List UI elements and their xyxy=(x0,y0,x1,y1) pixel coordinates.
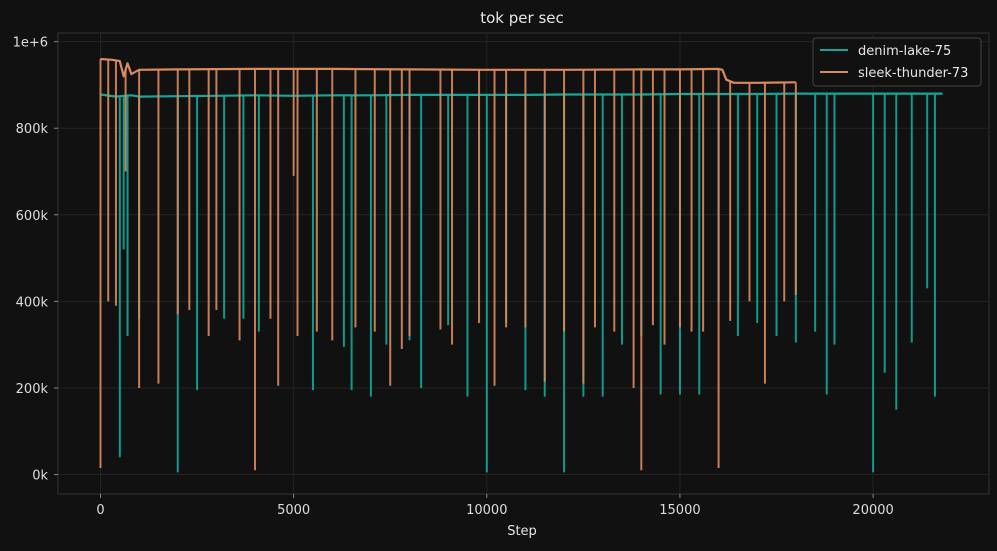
legend-box xyxy=(812,37,982,87)
x-tick-label: 15000 xyxy=(659,503,700,518)
y-tick-label: 200k xyxy=(16,382,49,397)
y-tick-label: 600k xyxy=(16,209,49,224)
plot-frame xyxy=(57,32,990,495)
x-tick-label: 10000 xyxy=(466,503,507,518)
x-tick-label: 5000 xyxy=(277,503,310,518)
y-tick-label: 0k xyxy=(32,469,48,484)
series-layer xyxy=(99,57,943,473)
x-axis-label: Step xyxy=(507,524,537,539)
x-tick-label: 0 xyxy=(96,503,104,518)
series-line-denim-lake-75 xyxy=(100,92,943,98)
series-line-sleek-thunder-73 xyxy=(100,57,796,84)
y-tick-label: 400k xyxy=(16,295,49,310)
chart-title: tok per sec xyxy=(480,9,564,27)
series-sleek-thunder-73 xyxy=(99,57,797,471)
y-tick-label: 800k xyxy=(16,122,49,137)
legend: denim-lake-75 sleek-thunder-73 xyxy=(812,37,982,87)
legend-label-denim-lake-75: denim-lake-75 xyxy=(858,44,951,59)
x-tick-label: 20000 xyxy=(852,503,893,518)
y-tick-label: 1e+6 xyxy=(13,36,48,51)
legend-label-sleek-thunder-73: sleek-thunder-73 xyxy=(858,66,968,81)
axes: 0 5000 10000 15000 20000 0k 200k 400k 600k 800k 1e… xyxy=(13,36,894,518)
